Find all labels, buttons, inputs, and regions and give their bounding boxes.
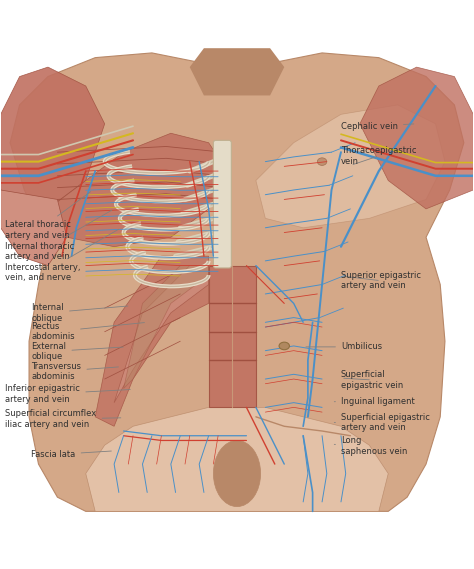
Text: Long
saphenous vein: Long saphenous vein: [334, 436, 407, 456]
Text: Rectus
abdominis: Rectus abdominis: [31, 322, 145, 341]
Polygon shape: [209, 266, 256, 407]
Text: Umbilicus: Umbilicus: [306, 343, 382, 352]
Polygon shape: [0, 190, 67, 266]
Polygon shape: [114, 266, 209, 403]
Text: Intercostal artery,
vein, and nerve: Intercostal artery, vein, and nerve: [5, 229, 119, 282]
Text: Lateral thoracic
artery and vein: Lateral thoracic artery and vein: [5, 192, 91, 240]
Text: Superficial circumflex
iliac artery and vein: Superficial circumflex iliac artery and …: [5, 410, 121, 429]
Text: Superficial
epigastric vein: Superficial epigastric vein: [341, 370, 403, 390]
Polygon shape: [86, 407, 388, 512]
Text: Cephalic vein: Cephalic vein: [341, 122, 414, 131]
Text: Internal
oblique: Internal oblique: [31, 303, 128, 323]
FancyBboxPatch shape: [213, 141, 231, 268]
Text: External
oblique: External oblique: [31, 342, 123, 361]
Polygon shape: [48, 133, 228, 247]
Text: Superior epigastric
artery and vein: Superior epigastric artery and vein: [341, 271, 421, 290]
Ellipse shape: [213, 440, 261, 506]
Polygon shape: [190, 48, 284, 96]
Polygon shape: [95, 256, 209, 426]
Polygon shape: [10, 53, 464, 512]
Text: Transversus
abdominis: Transversus abdominis: [31, 362, 118, 381]
Text: Inguinal ligament: Inguinal ligament: [334, 397, 415, 406]
Ellipse shape: [318, 158, 327, 166]
Text: Internal thoracic
artery and vein: Internal thoracic artery and vein: [5, 211, 112, 261]
Text: Inferior epigastric
artery and vein: Inferior epigastric artery and vein: [5, 385, 130, 404]
Text: Superficial epigastric
artery and vein: Superficial epigastric artery and vein: [334, 413, 430, 432]
Polygon shape: [124, 266, 209, 389]
Polygon shape: [0, 67, 105, 209]
Text: Fascia lata: Fascia lata: [31, 450, 111, 459]
Ellipse shape: [279, 342, 290, 350]
Text: Thoracoepigastric
vein: Thoracoepigastric vein: [341, 146, 417, 166]
Polygon shape: [256, 105, 445, 228]
Polygon shape: [360, 67, 474, 209]
